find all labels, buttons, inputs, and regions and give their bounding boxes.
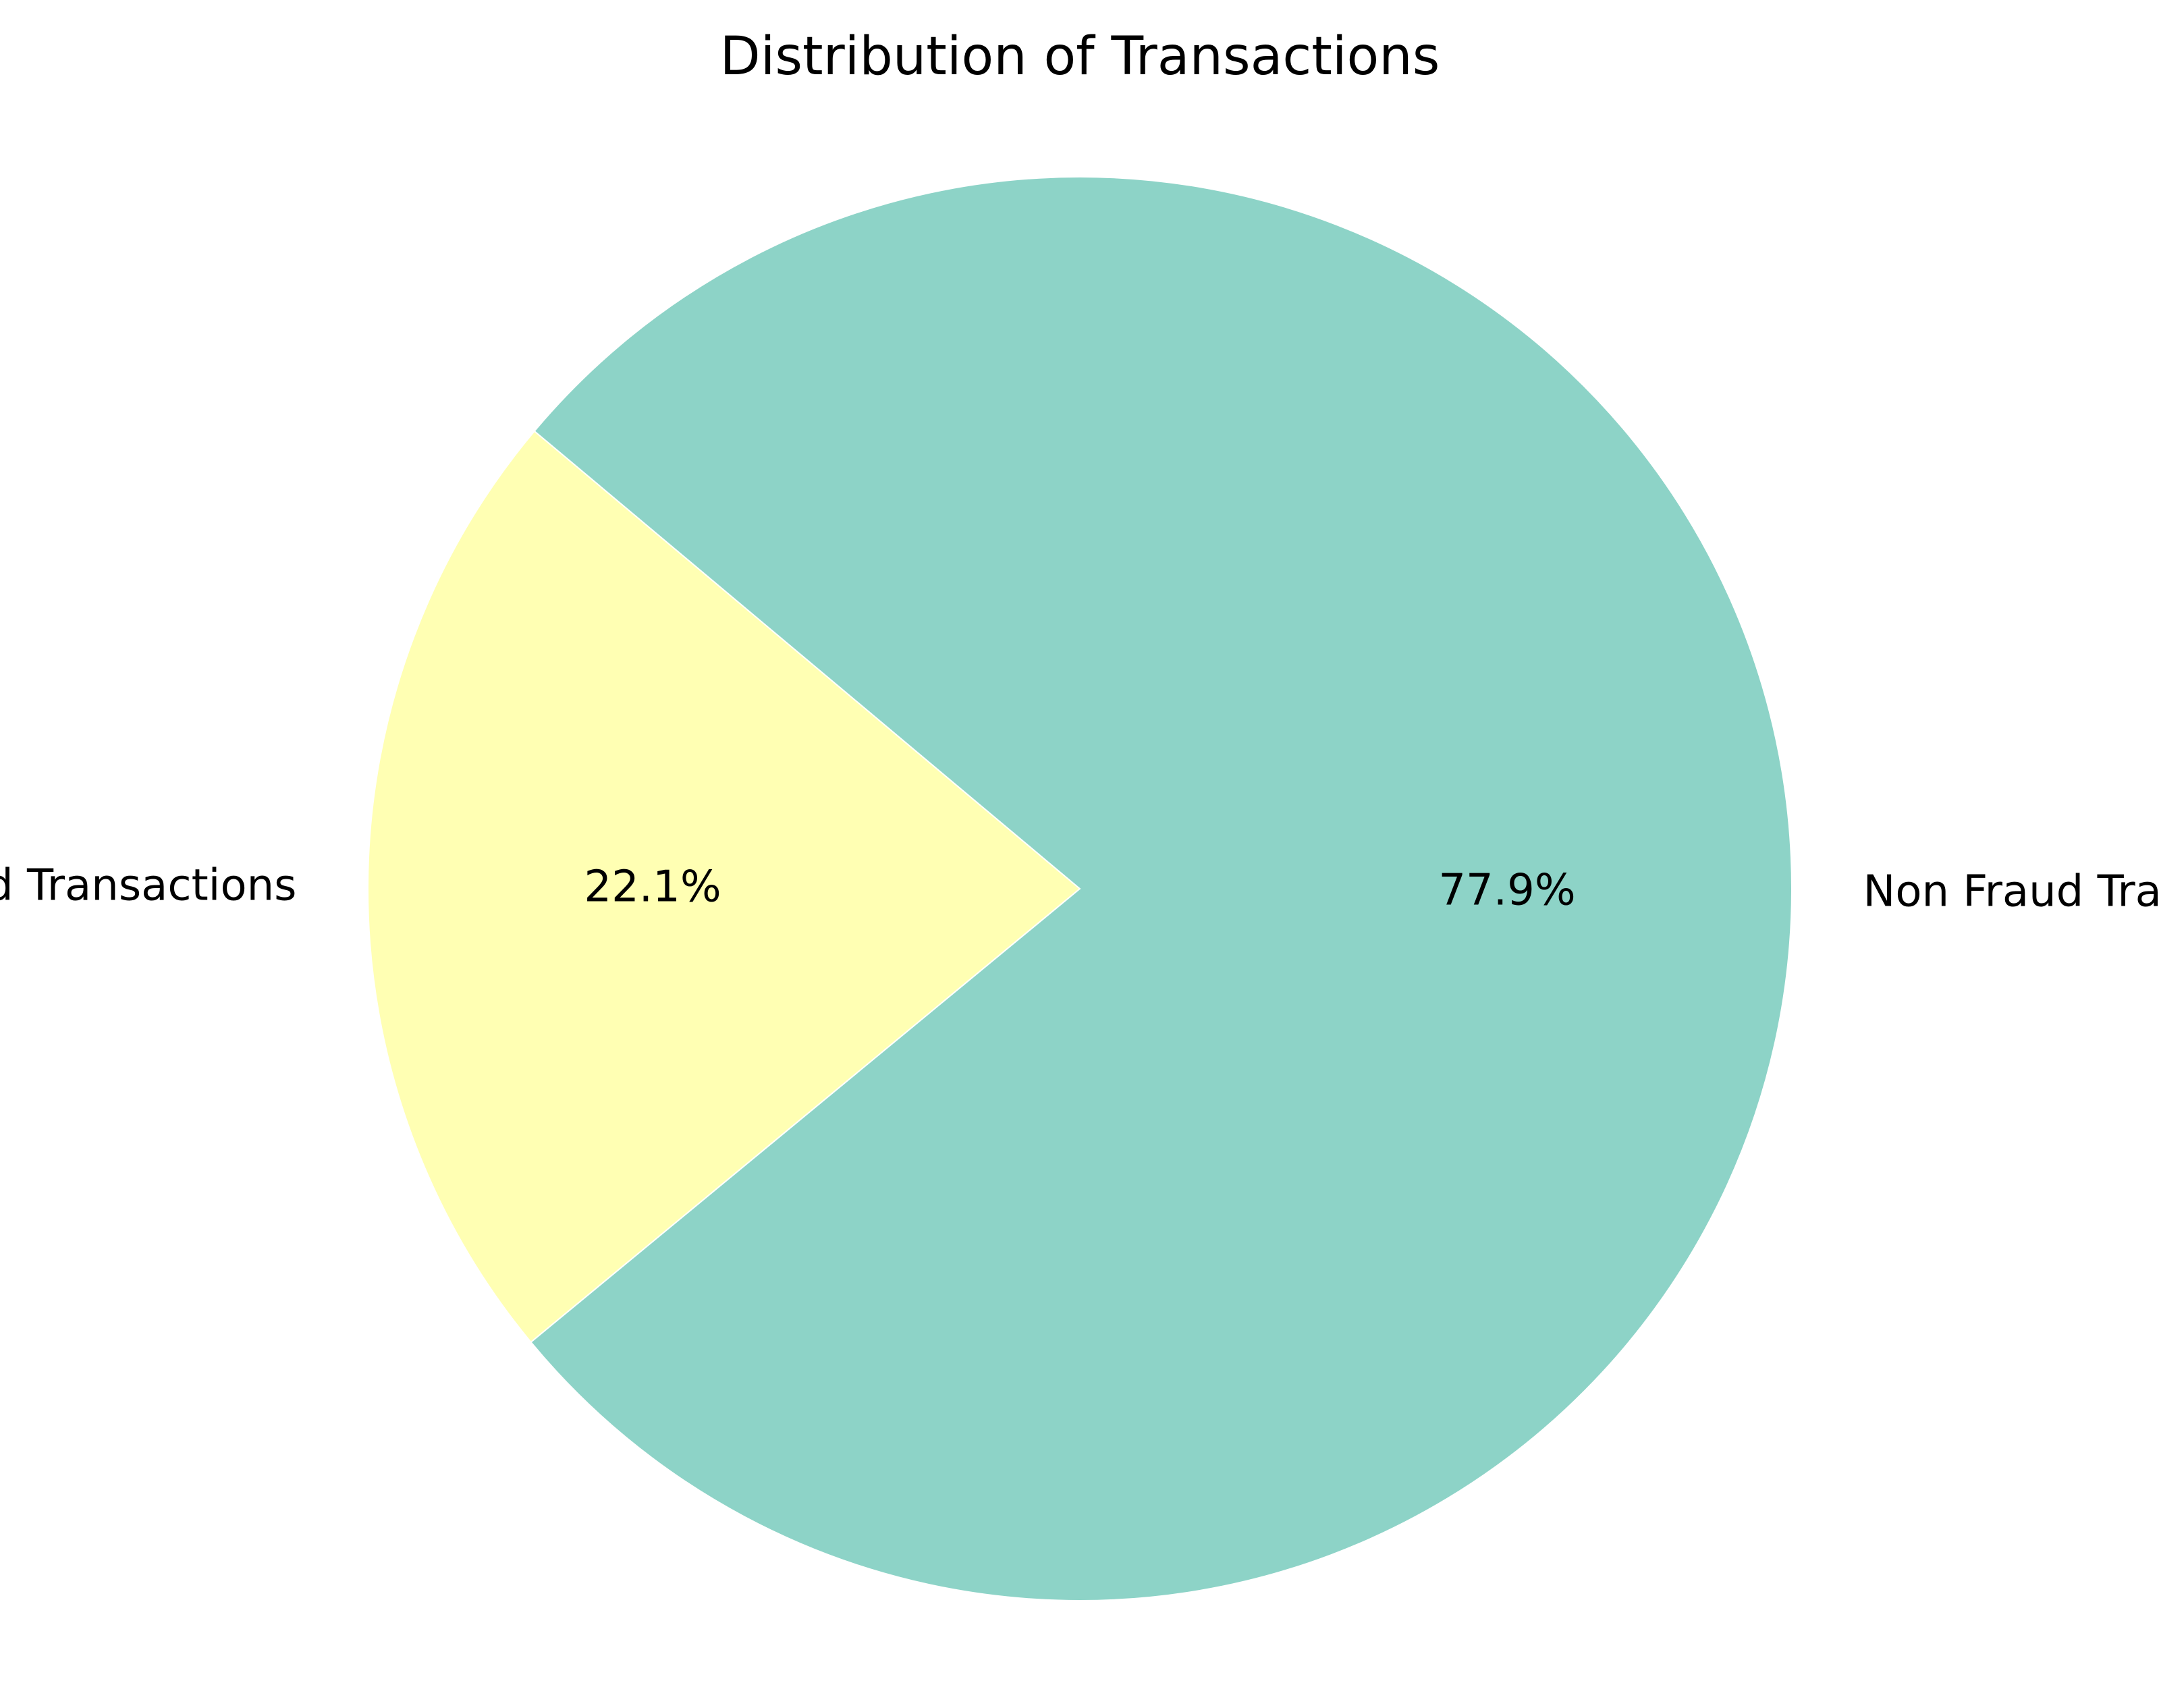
pie-category-label: Fraud Transactions bbox=[0, 861, 297, 911]
pie-slice-fraud-transactions bbox=[367, 430, 1081, 1344]
pie-pct-label: 77.9% bbox=[1438, 865, 1575, 915]
pie-slice-non-fraud-transactions bbox=[530, 175, 1793, 1601]
pie-slices bbox=[367, 175, 1793, 1601]
pie-pct-label: 22.1% bbox=[584, 862, 721, 912]
pie-category-label: Non Fraud Transactions bbox=[1863, 866, 2159, 916]
pie-labels: 22.1% Fraud Transactions 77.9% Non Fraud Tr… bbox=[0, 861, 2159, 917]
chart-title: Distribution of Transactions bbox=[720, 26, 1440, 87]
